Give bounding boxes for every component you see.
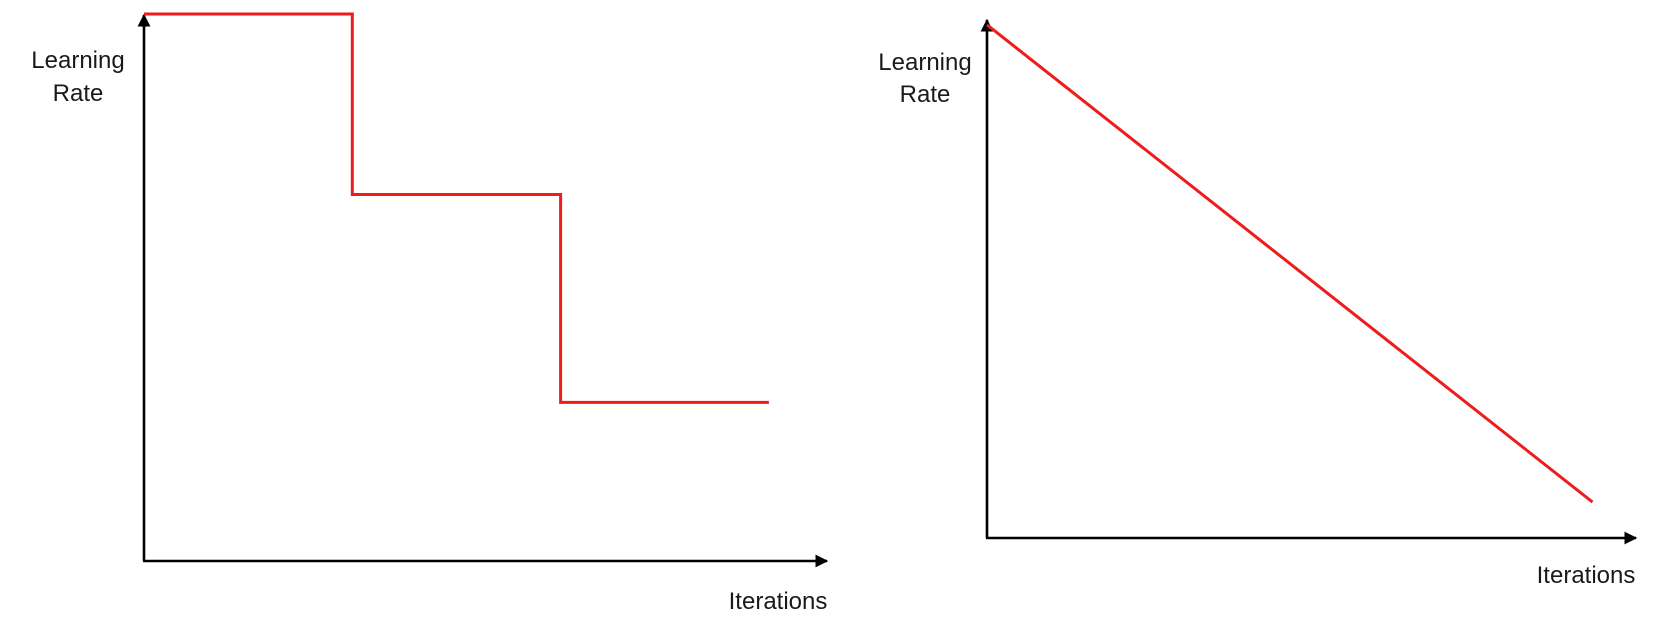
x-axis-label: Iterations (729, 588, 828, 615)
x-axis-label: Iterations (1537, 562, 1636, 589)
linear-decay-chart: Learning Rate Iterations (878, 18, 1638, 589)
step-decay-series-line (144, 12, 769, 404)
y-axis-label-line-1: Learning (878, 49, 971, 76)
step-decay-chart: Learning Rate Iterations (31, 12, 829, 615)
y-axis-label-line-2: Rate (900, 81, 951, 108)
linear-decay-series-line (986, 23, 1594, 504)
y-axis-label-line-2: Rate (53, 80, 104, 107)
y-axis-label-line-1: Learning (31, 47, 124, 74)
